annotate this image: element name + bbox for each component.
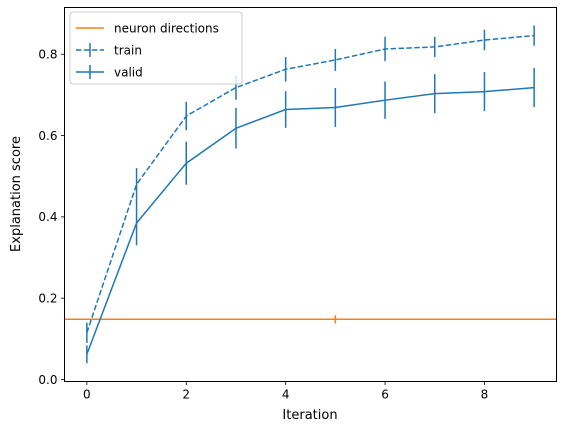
y-tick-label: 0.4 (38, 210, 57, 224)
y-axis-label: Explanation score (9, 136, 24, 252)
legend-box (69, 11, 243, 85)
x-tick-label: 2 (182, 388, 190, 402)
legend-label: train (114, 44, 142, 58)
x-tick-label: 4 (282, 388, 290, 402)
series-line-valid (86, 86, 535, 355)
y-tick-label: 0.2 (38, 291, 57, 305)
axis-ticks: 0 2 4 6 8 0.0 0.2 0.4 0.6 0.8 (38, 48, 488, 402)
x-axis-label: Iteration (282, 408, 337, 423)
legend: neuron directions train valid (69, 11, 243, 85)
x-tick-label: 6 (381, 388, 389, 402)
y-tick-label: 0.0 (38, 373, 57, 387)
series-line-train (86, 34, 535, 333)
legend-label: neuron directions (114, 22, 219, 36)
legend-label: valid (114, 66, 143, 80)
x-tick-label: 0 (83, 388, 91, 402)
axes-frame (64, 7, 557, 382)
x-tick-label: 8 (481, 388, 489, 402)
y-tick-label: 0.6 (38, 129, 57, 143)
plot-area (64, 25, 557, 364)
y-tick-label: 0.8 (38, 48, 57, 62)
